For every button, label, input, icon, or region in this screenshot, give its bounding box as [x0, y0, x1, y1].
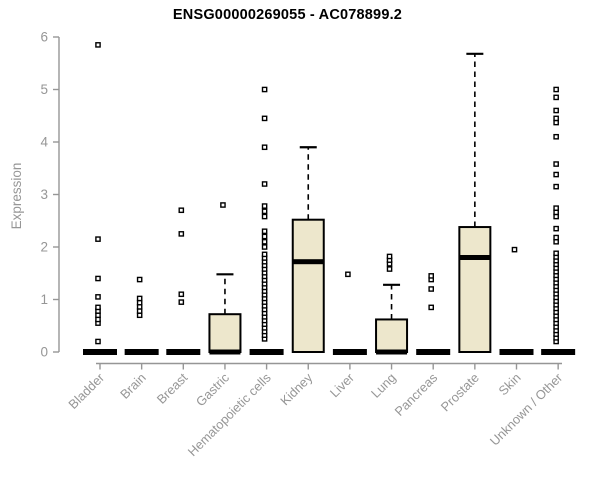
outlier-point [261, 251, 268, 258]
outlier-point [95, 304, 101, 311]
median-line [249, 349, 284, 355]
x-category-label: Skin [495, 370, 523, 398]
y-tick-label: 0 [40, 345, 48, 360]
median-line [124, 349, 159, 355]
outlier-point [136, 295, 143, 302]
x-category-label: Liver [327, 370, 358, 401]
outlier-point [553, 86, 559, 93]
y-tick-label: 3 [40, 187, 48, 202]
outlier-point [178, 291, 185, 298]
outlier-point [95, 338, 101, 345]
x-category-label: Breast [154, 370, 191, 407]
median-line [416, 349, 451, 355]
outlier-point [553, 133, 559, 140]
outlier-point [178, 207, 185, 214]
x-category-label: Lung [368, 370, 399, 401]
x-category-label: Gastric [193, 370, 233, 410]
y-tick-label: 6 [40, 30, 48, 45]
outlier-point [261, 228, 268, 235]
outlier-point [261, 115, 268, 122]
outlier-point [511, 246, 518, 253]
chart-title: ENSG00000269055 - AC078899.2 [172, 7, 403, 23]
outlier-point [428, 304, 435, 311]
outlier-point [261, 86, 268, 93]
outlier-point [95, 294, 101, 300]
outlier-point [261, 181, 268, 187]
outlier-point [261, 233, 268, 240]
box [458, 226, 492, 353]
outlier-point [178, 231, 185, 237]
outlier-point [261, 203, 268, 209]
outlier-point [261, 244, 268, 250]
outlier-point [345, 271, 351, 278]
x-category-label: Kidney [277, 370, 316, 409]
y-axis-label: Expression [9, 162, 24, 230]
outlier-point [178, 299, 185, 305]
y-tick-label: 5 [40, 82, 48, 97]
outlier-point [553, 94, 559, 101]
x-category-label: Prostate [438, 370, 482, 414]
x-category-label: Unknown / Other [487, 370, 566, 449]
median-line [376, 349, 408, 355]
outlier-point [95, 236, 101, 242]
box [291, 218, 325, 353]
median-line [541, 349, 576, 355]
outlier-point [553, 107, 559, 114]
outlier-point [95, 275, 101, 282]
x-category-label: Brain [117, 370, 149, 402]
x-category-label: Bladder [65, 369, 107, 411]
outlier-point [553, 161, 559, 167]
outlier-point [553, 250, 559, 257]
median-line [332, 349, 367, 355]
outlier-point [553, 234, 559, 241]
outlier-point [553, 205, 559, 211]
outlier-point [386, 253, 393, 260]
median-line [83, 349, 117, 355]
outlier-point [261, 238, 268, 245]
outlier-point [553, 115, 559, 122]
median-line [459, 255, 491, 260]
y-tick-label: 2 [40, 240, 48, 255]
outlier-point [553, 171, 559, 178]
outlier-point [553, 225, 559, 232]
median-line [209, 349, 241, 355]
outlier-point [261, 208, 268, 215]
median-line [292, 259, 324, 265]
box [208, 313, 242, 354]
outlier-point [136, 276, 143, 283]
outlier-point [261, 144, 268, 151]
outlier-point [553, 183, 559, 190]
median-line [166, 349, 201, 355]
y-tick-label: 4 [40, 135, 48, 150]
outlier-point [428, 286, 435, 292]
outlier-point [220, 202, 226, 208]
y-tick-label: 1 [40, 292, 48, 307]
outlier-point [386, 266, 393, 272]
median-line [499, 349, 534, 355]
outlier-point [428, 273, 435, 279]
outlier-point [261, 213, 268, 220]
box [375, 318, 409, 354]
x-category-label: Pancreas [391, 370, 440, 419]
outlier-point [95, 42, 101, 48]
